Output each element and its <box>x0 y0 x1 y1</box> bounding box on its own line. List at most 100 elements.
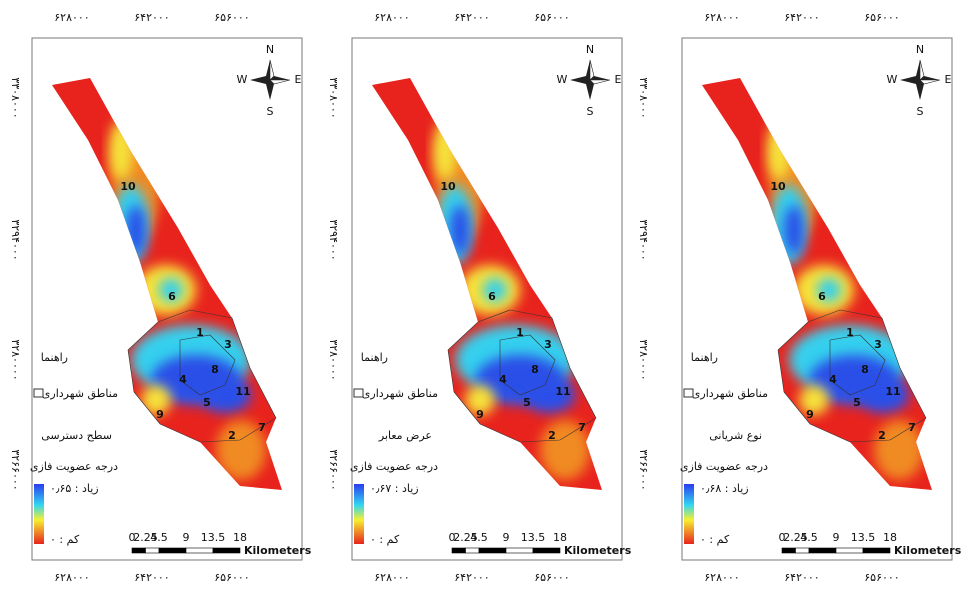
membership-zone <box>784 205 804 255</box>
x-coord-label: ۶۴۲۰۰۰ <box>784 571 819 584</box>
scale-label: 4.5 <box>150 531 168 544</box>
x-coord-label: ۶۲۸۰۰۰ <box>54 11 89 24</box>
figure: 1234567891011۶۲۸۰۰۰۶۲۸۰۰۰۶۴۲۰۰۰۶۴۲۰۰۰۶۵۶… <box>0 0 961 590</box>
legend-ramp <box>34 484 44 544</box>
y-coord-label: ۳۲۹۴۰۰۰ <box>327 219 340 260</box>
legend-box <box>684 389 693 397</box>
scale-label: 9 <box>503 531 510 544</box>
legend-layer: نوع شریانی <box>709 429 762 442</box>
legend-low: کم : ۰ <box>700 533 730 546</box>
zone-label: 5 <box>853 396 861 409</box>
zone-label: 6 <box>168 290 176 303</box>
scale-segment <box>452 548 466 553</box>
compass-e: E <box>945 73 952 86</box>
compass-n: N <box>916 43 924 56</box>
zone-label: 8 <box>211 363 219 376</box>
y-coord-label: ۳۳۰۸۰۰۰ <box>327 77 340 118</box>
zone-label: 6 <box>488 290 496 303</box>
legend-title: راهنما <box>691 351 718 364</box>
zone-label: 1 <box>196 326 204 339</box>
compass-e: E <box>295 73 302 86</box>
x-coord-label: ۶۵۶۰۰۰ <box>534 571 569 584</box>
x-coord-label: ۶۲۸۰۰۰ <box>54 571 89 584</box>
legend-low: کم : ۰ <box>370 533 400 546</box>
compass-e: E <box>615 73 622 86</box>
zone-label: 3 <box>544 338 552 351</box>
zone-label: 6 <box>818 290 826 303</box>
y-coord-label: ۳۲۹۴۰۰۰ <box>9 219 22 260</box>
legend-membership: درجه عضویت فازی <box>30 460 118 473</box>
compass-w: W <box>557 73 568 86</box>
x-coord-label: ۶۴۲۰۰۰ <box>134 11 169 24</box>
compass-s: S <box>917 105 924 118</box>
scale-label: 9 <box>183 531 190 544</box>
x-coord-label: ۶۴۲۰۰۰ <box>454 571 489 584</box>
scale-segment <box>146 548 160 553</box>
x-coord-label: ۶۲۸۰۰۰ <box>704 11 739 24</box>
zone-label: 11 <box>555 385 570 398</box>
scale-label: 13.5 <box>851 531 876 544</box>
legend-ramp <box>354 484 364 544</box>
legend-high: زیاد : ۰٫۶۵ <box>50 482 99 495</box>
legend-layer: عرض معابر <box>378 429 432 442</box>
zone-label: 7 <box>578 421 586 434</box>
compass-rose <box>590 60 610 84</box>
scale-label: 18 <box>553 531 567 544</box>
scale-segment <box>466 548 480 553</box>
compass-w: W <box>237 73 248 86</box>
x-coord-label: ۶۴۲۰۰۰ <box>454 11 489 24</box>
x-coord-label: ۶۵۶۰۰۰ <box>534 11 569 24</box>
zone-label: 8 <box>861 363 869 376</box>
x-coord-label: ۶۲۸۰۰۰ <box>374 11 409 24</box>
x-coord-label: ۶۲۸۰۰۰ <box>374 571 409 584</box>
legend-membership: درجه عضویت فازی <box>350 460 438 473</box>
x-coord-label: ۶۴۲۰۰۰ <box>134 571 169 584</box>
y-coord-label: ۳۲۶۶۰۰۰ <box>327 449 340 490</box>
zone-label: 4 <box>179 373 187 386</box>
y-coord-label: ۳۲۶۶۰۰۰ <box>9 449 22 490</box>
legend-districts: مناطق شهرداری <box>692 387 768 401</box>
x-coord-label: ۶۵۶۰۰۰ <box>864 11 899 24</box>
scale-unit: Kilometers <box>244 544 312 557</box>
scale-unit: Kilometers <box>564 544 632 557</box>
compass-n: N <box>586 43 594 56</box>
scale-label: 18 <box>883 531 897 544</box>
zone-label: 9 <box>156 408 164 421</box>
scale-unit: Kilometers <box>894 544 961 557</box>
map-panel: 1234567891011۶۲۸۰۰۰۶۲۸۰۰۰۶۴۲۰۰۰۶۴۲۰۰۰۶۵۶… <box>327 11 632 584</box>
scale-segment <box>186 548 213 553</box>
zone-label: 9 <box>806 408 814 421</box>
scale-segment <box>506 548 533 553</box>
membership-zone <box>433 120 457 180</box>
scale-segment <box>796 548 810 553</box>
zone-label: 2 <box>878 429 886 442</box>
scale-segment <box>782 548 796 553</box>
scale-segment <box>809 548 836 553</box>
zone-label: 5 <box>523 396 531 409</box>
scale-segment <box>479 548 506 553</box>
y-coord-label: ۳۲۸۰۰۰۰ <box>637 339 650 380</box>
compass-s: S <box>587 105 594 118</box>
compass-rose <box>270 60 290 84</box>
compass-rose <box>920 60 940 84</box>
legend-box <box>354 389 363 397</box>
x-coord-label: ۶۴۲۰۰۰ <box>784 11 819 24</box>
y-coord-label: ۳۳۰۸۰۰۰ <box>637 77 650 118</box>
y-coord-label: ۳۲۸۰۰۰۰ <box>9 339 22 380</box>
legend-districts: مناطق شهرداری <box>42 387 118 401</box>
zone-label: 11 <box>885 385 900 398</box>
membership-zone <box>126 205 146 255</box>
y-coord-label: ۳۳۰۸۰۰۰ <box>9 77 22 118</box>
membership-zone <box>450 205 470 255</box>
zone-label: 1 <box>846 326 854 339</box>
scale-label: 9 <box>833 531 840 544</box>
membership-zone <box>799 385 829 415</box>
y-coord-label: ۳۲۶۶۰۰۰ <box>637 449 650 490</box>
map-panel: 1234567891011۶۲۸۰۰۰۶۲۸۰۰۰۶۴۲۰۰۰۶۴۲۰۰۰۶۵۶… <box>9 11 312 584</box>
legend-membership: درجه عضویت فازی <box>680 460 768 473</box>
x-coord-label: ۶۵۶۰۰۰ <box>214 571 249 584</box>
scale-segment <box>159 548 186 553</box>
legend-districts: مناطق شهرداری <box>362 387 438 401</box>
compass-n: N <box>266 43 274 56</box>
legend-box <box>34 389 43 397</box>
